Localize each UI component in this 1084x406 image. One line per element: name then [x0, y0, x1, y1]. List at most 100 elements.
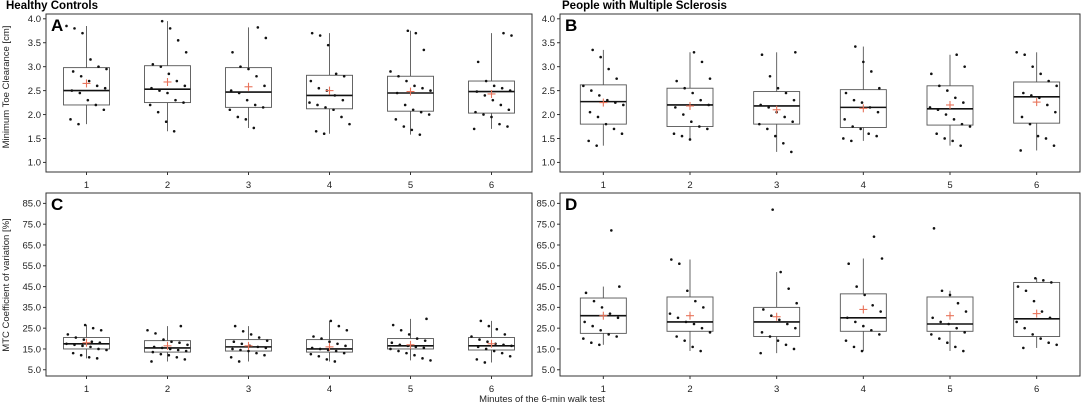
box-minute-1 — [579, 49, 627, 146]
x-tick-label: 2 — [687, 180, 692, 191]
box-minute-4 — [306, 33, 353, 134]
data-point — [686, 289, 689, 293]
x-tick-label: 6 — [489, 180, 494, 191]
data-point — [792, 98, 796, 102]
data-point — [472, 127, 476, 131]
data-point — [607, 67, 610, 71]
data-point — [476, 60, 480, 64]
data-point — [482, 113, 485, 116]
data-point — [337, 324, 341, 328]
box-iqr — [1013, 281, 1061, 337]
box-minute-6 — [468, 33, 515, 129]
panel-a: A 1.0 1.5 2.0 2.5 3.0 3.5 4.0 1 2 3 4 5 6 — [28, 13, 533, 191]
y-tick-label: 3.5 — [542, 38, 555, 49]
mean-marker — [686, 311, 694, 320]
data-point — [484, 347, 488, 351]
mean-marker — [406, 340, 415, 349]
y-tick-label: 65.0 — [537, 240, 556, 251]
data-point — [176, 348, 180, 352]
data-point — [618, 285, 621, 288]
data-point — [229, 355, 233, 359]
data-point — [932, 227, 936, 230]
data-point — [156, 110, 160, 114]
y-tick-label: 4.0 — [542, 14, 555, 25]
data-point — [1034, 276, 1037, 280]
data-point — [167, 72, 171, 76]
data-point — [105, 348, 108, 352]
data-point — [411, 108, 415, 112]
data-point — [403, 103, 407, 107]
data-point — [89, 58, 92, 61]
data-point — [684, 320, 688, 324]
data-point — [183, 358, 187, 361]
data-point — [790, 150, 793, 154]
data-point — [490, 115, 493, 119]
panel-b: B 1.0 1.5 2.0 2.5 3.0 3.5 4.0 1 2 3 4 5 6 — [542, 13, 1081, 191]
data-point — [232, 340, 236, 343]
mean-marker — [1032, 309, 1041, 318]
data-point — [168, 27, 172, 30]
data-point — [599, 328, 602, 332]
data-point — [779, 270, 782, 274]
data-point — [95, 357, 99, 360]
data-point — [90, 340, 94, 343]
data-point — [850, 139, 853, 143]
data-point — [170, 340, 173, 343]
data-point — [399, 328, 403, 332]
data-point — [245, 98, 249, 102]
data-point — [959, 144, 962, 147]
data-point — [89, 345, 92, 349]
panel-letter: B — [565, 16, 577, 35]
data-point — [792, 347, 796, 351]
data-point — [391, 323, 395, 327]
data-point — [159, 65, 163, 68]
data-point — [1048, 316, 1052, 320]
data-point — [770, 314, 773, 317]
data-point — [1019, 149, 1022, 152]
data-point — [672, 132, 676, 135]
data-point — [694, 299, 697, 303]
data-point — [691, 345, 694, 349]
x-tick-label: 3 — [246, 180, 251, 191]
data-point — [867, 132, 870, 135]
data-point — [1031, 333, 1034, 336]
data-point — [175, 79, 179, 83]
y-tick-label: 2.5 — [542, 86, 555, 97]
y-tick-label: 55.0 — [537, 261, 556, 272]
data-point — [964, 310, 968, 313]
data-point — [478, 338, 481, 341]
plot-frame — [559, 13, 1081, 173]
data-point — [852, 98, 856, 102]
data-point — [847, 262, 850, 266]
data-point — [1054, 110, 1057, 114]
data-point — [257, 336, 261, 339]
data-point — [318, 347, 322, 351]
y-tick-label: 15.0 — [537, 344, 556, 355]
data-point — [700, 326, 704, 330]
mean-marker — [244, 341, 253, 350]
data-point — [422, 48, 426, 52]
data-point — [620, 132, 624, 135]
data-point — [510, 344, 513, 348]
data-point — [413, 84, 416, 88]
data-point — [418, 133, 422, 136]
data-point — [503, 333, 507, 336]
data-point — [151, 62, 155, 66]
data-point — [844, 91, 848, 95]
x-tick-label: 2 — [165, 180, 170, 191]
data-point — [591, 48, 594, 52]
plot-frame — [45, 13, 533, 173]
data-point — [768, 335, 772, 338]
data-point — [670, 258, 673, 261]
data-point — [390, 341, 394, 345]
data-point — [842, 137, 845, 140]
mean-marker — [686, 101, 694, 110]
x-tick-label: 3 — [774, 384, 779, 395]
data-point — [1046, 103, 1049, 107]
data-point — [955, 326, 958, 330]
data-point — [244, 118, 248, 121]
y-tick-label: 35.0 — [23, 303, 42, 314]
data-point — [83, 323, 87, 327]
group-title-healthy: Healthy Controls — [6, 0, 98, 12]
data-point — [183, 84, 187, 88]
